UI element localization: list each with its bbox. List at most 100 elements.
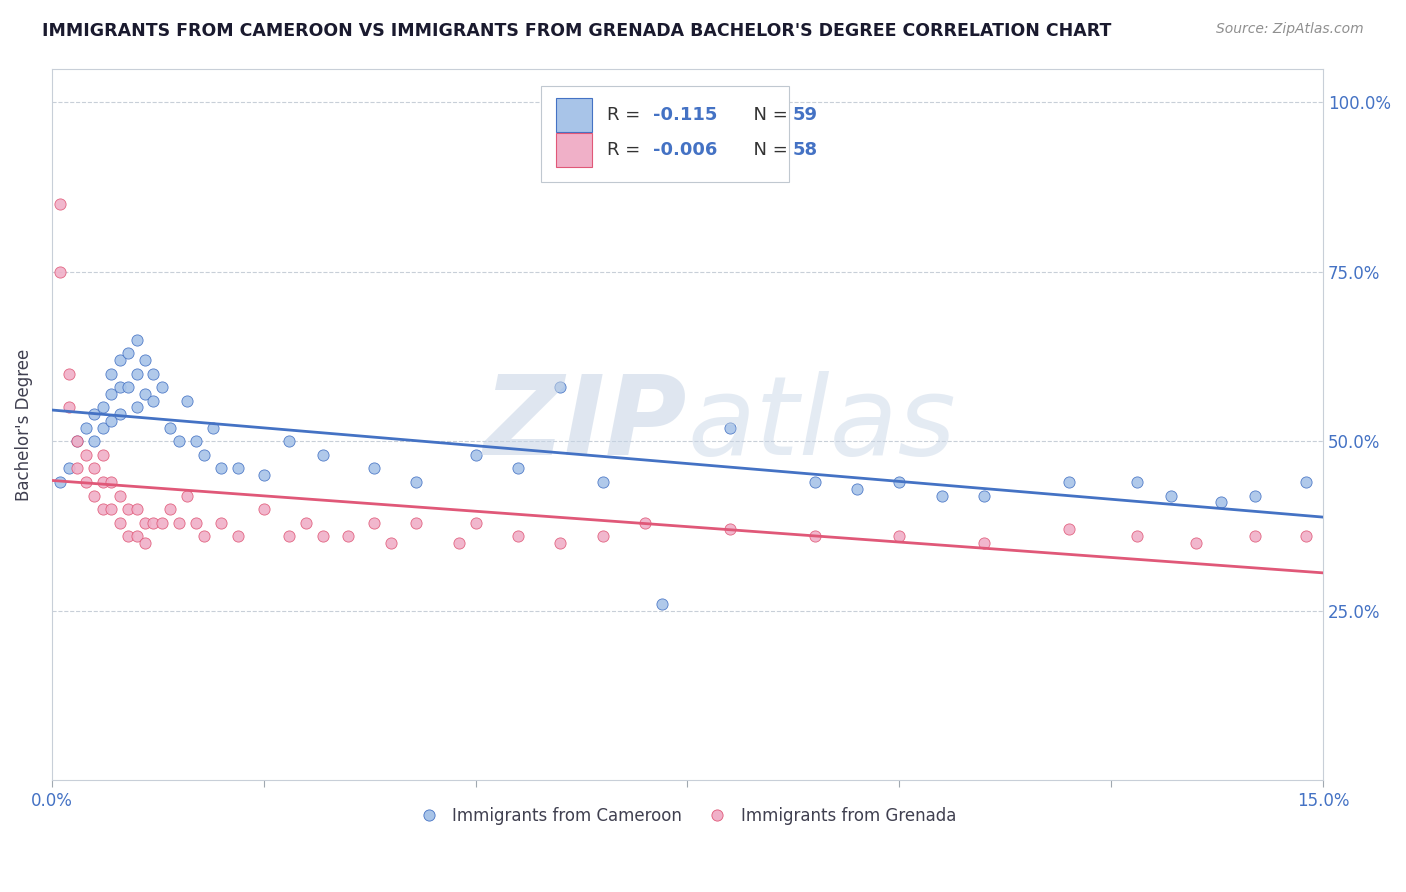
Point: [159, 502, 181, 516]
Bar: [557, 133, 592, 168]
Point: [142, 516, 165, 530]
Point: [1211, 495, 1233, 509]
Point: [49, 265, 72, 279]
Point: [278, 434, 301, 449]
Point: [405, 475, 427, 489]
Point: [108, 380, 131, 394]
Point: [1295, 475, 1317, 489]
Point: [108, 516, 131, 530]
Point: [550, 380, 572, 394]
Point: [159, 421, 181, 435]
Point: [100, 502, 122, 516]
Point: [803, 475, 825, 489]
Point: [506, 529, 529, 543]
Point: [100, 414, 122, 428]
Point: [803, 529, 825, 543]
Point: [142, 367, 165, 381]
Text: N =: N =: [742, 106, 793, 124]
Point: [134, 353, 156, 368]
Text: 58: 58: [793, 141, 818, 160]
Point: [125, 502, 148, 516]
Point: [226, 461, 249, 475]
Point: [193, 448, 215, 462]
Point: [58, 401, 80, 415]
Point: [718, 523, 741, 537]
Point: [846, 482, 869, 496]
Text: Source: ZipAtlas.com: Source: ZipAtlas.com: [1216, 22, 1364, 37]
Point: [380, 536, 402, 550]
FancyBboxPatch shape: [541, 87, 789, 182]
Point: [91, 421, 114, 435]
Text: R =: R =: [607, 106, 647, 124]
Point: [100, 387, 122, 401]
Point: [226, 529, 249, 543]
Point: [75, 475, 97, 489]
Point: [1057, 523, 1080, 537]
Point: [66, 434, 89, 449]
Point: [125, 401, 148, 415]
Text: IMMIGRANTS FROM CAMEROON VS IMMIGRANTS FROM GRENADA BACHELOR'S DEGREE CORRELATIO: IMMIGRANTS FROM CAMEROON VS IMMIGRANTS F…: [42, 22, 1112, 40]
Point: [83, 434, 105, 449]
Point: [651, 597, 673, 611]
Point: [1185, 536, 1208, 550]
Point: [363, 461, 385, 475]
Point: [66, 461, 89, 475]
Point: [108, 407, 131, 421]
Point: [117, 502, 139, 516]
Point: [167, 434, 190, 449]
Point: [100, 475, 122, 489]
Point: [108, 489, 131, 503]
Legend: Immigrants from Cameroon, Immigrants from Grenada: Immigrants from Cameroon, Immigrants fro…: [419, 807, 956, 825]
Point: [889, 529, 911, 543]
Point: [1125, 475, 1147, 489]
Text: -0.115: -0.115: [654, 106, 717, 124]
Point: [134, 516, 156, 530]
Point: [125, 367, 148, 381]
Point: [1295, 529, 1317, 543]
Point: [176, 393, 198, 408]
Point: [718, 421, 741, 435]
Point: [634, 516, 657, 530]
Point: [58, 461, 80, 475]
Point: [134, 387, 156, 401]
Point: [193, 529, 215, 543]
Text: 59: 59: [793, 106, 818, 124]
Point: [91, 502, 114, 516]
Point: [117, 346, 139, 360]
Point: [1244, 489, 1267, 503]
Point: [117, 529, 139, 543]
Point: [1057, 475, 1080, 489]
Point: [167, 516, 190, 530]
Point: [134, 536, 156, 550]
Point: [337, 529, 360, 543]
Point: [312, 448, 335, 462]
Point: [58, 367, 80, 381]
Point: [100, 367, 122, 381]
Point: [931, 489, 953, 503]
Point: [75, 448, 97, 462]
Point: [184, 434, 207, 449]
Point: [75, 421, 97, 435]
Point: [125, 333, 148, 347]
Point: [209, 461, 232, 475]
Text: -0.006: -0.006: [654, 141, 717, 160]
Point: [550, 536, 572, 550]
Point: [91, 401, 114, 415]
Point: [184, 516, 207, 530]
Point: [83, 407, 105, 421]
Bar: [557, 98, 592, 132]
Point: [150, 380, 173, 394]
Point: [253, 468, 276, 483]
Point: [506, 461, 529, 475]
Point: [209, 516, 232, 530]
Point: [592, 529, 614, 543]
Point: [1125, 529, 1147, 543]
Point: [49, 475, 72, 489]
Point: [49, 197, 72, 211]
Point: [464, 448, 486, 462]
Point: [295, 516, 318, 530]
Point: [363, 516, 385, 530]
Text: N =: N =: [742, 141, 793, 160]
Text: ZIP: ZIP: [484, 371, 688, 478]
Point: [201, 421, 224, 435]
